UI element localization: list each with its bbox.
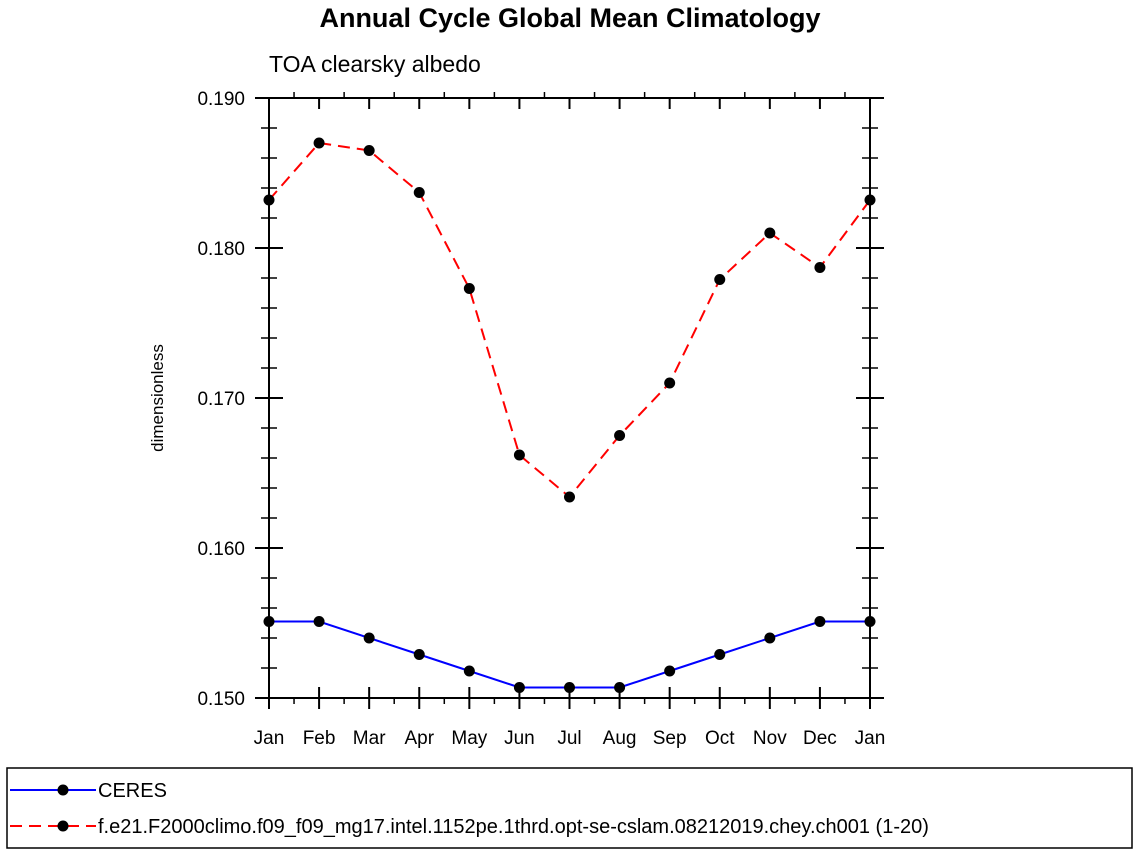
x-tick-label: Mar	[353, 728, 386, 749]
plot-frame	[268, 97, 871, 699]
x-tick-label: Oct	[705, 728, 735, 749]
data-point	[614, 430, 626, 441]
data-point	[363, 145, 375, 156]
data-point	[513, 682, 525, 693]
x-tick-label: Jun	[504, 728, 535, 749]
x-tick-label: May	[451, 728, 487, 749]
legend: CERES f.e21.F2000climo.f09_f09_mg17.intel…	[10, 780, 929, 838]
legend-marker	[57, 820, 69, 832]
x-tick-label: Sep	[653, 728, 687, 749]
y-axis-label: dimensionless	[148, 344, 167, 452]
data-point	[614, 682, 626, 693]
axis-ticks	[255, 92, 884, 709]
data-point	[363, 632, 375, 644]
x-tick-label: Apr	[404, 728, 434, 749]
legend-marker	[57, 784, 69, 796]
data-point	[564, 682, 575, 693]
chart-subtitle: TOA clearsky albedo	[269, 51, 481, 77]
data-point	[864, 616, 876, 627]
data-point	[664, 377, 676, 389]
x-tick-label: Feb	[303, 728, 336, 749]
data-point	[814, 616, 826, 627]
data-point	[664, 665, 676, 677]
chart-title: Annual Cycle Global Mean Climatology	[319, 3, 820, 33]
data-point	[313, 616, 325, 627]
x-tick-label: Jan	[254, 728, 285, 749]
y-tick-label: 0.150	[197, 689, 245, 710]
data-point	[714, 649, 726, 660]
data-point	[814, 262, 826, 273]
y-tick-labels: 0.150 0.160 0.170 0.180 0.190	[197, 89, 245, 710]
data-point	[413, 649, 425, 660]
data-point	[764, 227, 776, 239]
x-tick-label: Jan	[855, 728, 886, 749]
data-point	[263, 194, 275, 206]
y-tick-label: 0.190	[197, 89, 245, 110]
x-tick-label: Dec	[803, 728, 837, 749]
x-tick-label: Jul	[557, 728, 581, 749]
series-layer	[263, 137, 876, 693]
series-line-2	[268, 141, 871, 499]
x-tick-labels: Jan Feb Mar Apr May Jun Jul Aug Sep Oct Nov Dec Jan	[254, 728, 886, 749]
legend-label: f.e21.F2000climo.f09_f09_mg17.intel.1152…	[98, 816, 929, 838]
data-point	[413, 187, 425, 198]
data-point	[513, 449, 525, 461]
y-tick-label: 0.170	[197, 389, 245, 410]
series-line-1	[269, 620, 870, 689]
legend-box	[6, 767, 1133, 849]
data-point	[463, 283, 475, 294]
x-tick-label: Nov	[753, 728, 787, 749]
data-point	[714, 274, 726, 285]
y-tick-label: 0.180	[197, 239, 245, 260]
data-point	[864, 194, 876, 206]
legend-label: CERES	[98, 780, 167, 802]
data-point	[463, 665, 475, 677]
data-point	[313, 137, 325, 149]
data-point	[764, 632, 776, 644]
y-tick-label: 0.160	[197, 539, 245, 560]
data-point	[263, 616, 275, 627]
x-tick-label: Aug	[603, 728, 637, 749]
data-point	[564, 491, 575, 503]
